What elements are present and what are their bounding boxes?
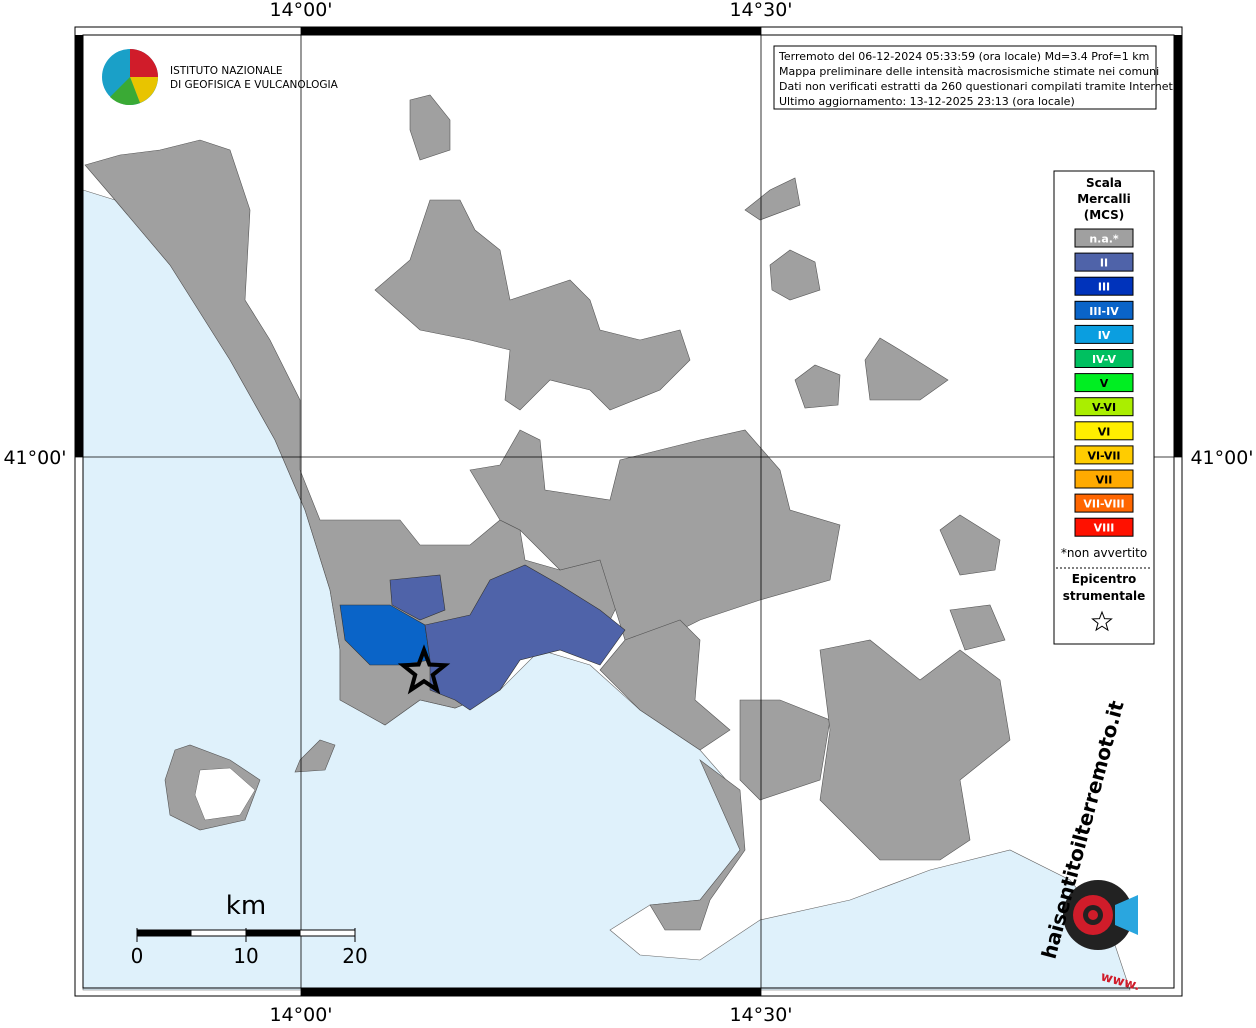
scale-bar-segment <box>246 930 301 936</box>
legend-label: VII-VIII <box>1083 498 1124 511</box>
intensity-area-ii <box>424 564 626 711</box>
legend-label: III-IV <box>1089 305 1119 318</box>
legend-swatch <box>1074 421 1134 441</box>
legend-star <box>1091 610 1113 632</box>
logo: ISTITUTO NAZIONALE DI GEOFISICA E VULCAN… <box>102 49 339 106</box>
intensity-area-ii <box>389 574 446 621</box>
legend-label: II <box>1100 257 1108 270</box>
legend-label: IV <box>1098 329 1111 342</box>
legend-title: (MCS) <box>1084 208 1125 222</box>
scale-tick-label: 10 <box>233 944 258 968</box>
logo-text: ISTITUTO NAZIONALE <box>170 65 283 77</box>
legend-label: VIII <box>1094 522 1115 535</box>
legend-epicenter: Epicentro <box>1072 572 1137 586</box>
legend-label: IV-V <box>1092 353 1117 366</box>
legend-label: VII <box>1096 474 1113 487</box>
legend-swatch <box>1074 445 1134 465</box>
intensity-area-iii-iv <box>339 604 431 666</box>
legend-label: V <box>1100 377 1109 390</box>
scale-tick-label: 20 <box>342 944 367 968</box>
epicenter-star <box>397 644 451 695</box>
lon-label: 14°30' <box>729 0 792 21</box>
lat-label: 41°00' <box>1190 447 1253 469</box>
info-box <box>773 45 1157 110</box>
legend-swatch <box>1074 276 1134 296</box>
legend-label: n.a.* <box>1089 233 1119 246</box>
legend-swatch <box>1074 300 1134 320</box>
legend-label: V-VI <box>1092 401 1116 414</box>
legend-label: VI-VII <box>1087 449 1120 462</box>
legend-swatch <box>1074 324 1134 344</box>
frame <box>74 26 1183 997</box>
scale-bar-segment <box>137 930 192 936</box>
legend-title: Scala <box>1086 176 1122 190</box>
lon-label: 14°00' <box>269 0 332 21</box>
scale-unit: km <box>226 891 266 921</box>
lon-label: 14°00' <box>269 1004 332 1024</box>
legend-swatch <box>1074 397 1134 417</box>
graticule <box>75 27 1182 996</box>
lat-label: 41°00' <box>3 447 66 469</box>
lon-label: 14°30' <box>729 1004 792 1024</box>
legend-epicenter: strumentale <box>1063 589 1146 603</box>
legend-label: VI <box>1098 425 1111 438</box>
legend-note: *non avvertito <box>1061 546 1147 560</box>
scale-tick-label: 0 <box>131 944 144 968</box>
legend-swatch <box>1074 252 1134 272</box>
info-line: Mappa preliminare delle intensità macros… <box>779 65 1159 78</box>
legend-label: III <box>1098 281 1110 294</box>
info-line: Dati non verificati estratti da 260 ques… <box>779 80 1176 93</box>
legend-swatch <box>1074 517 1134 537</box>
legend-swatch <box>1074 469 1134 489</box>
legend-swatch <box>1074 349 1134 368</box>
legend-swatch <box>1074 228 1134 248</box>
logo-text: DI GEOFISICA E VULCANOLOGIA <box>170 79 339 91</box>
info-line: Terremoto del 06-12-2024 05:33:59 (ora l… <box>778 50 1149 63</box>
legend-swatch <box>1074 493 1134 513</box>
legend-title: Mercalli <box>1077 192 1131 206</box>
municipalities <box>84 94 1011 931</box>
legend-swatch <box>1074 373 1134 393</box>
scale-bar: 0 10 20 <box>131 928 368 968</box>
info-line: Ultimo aggiornamento: 13-12-2025 23:13 (… <box>779 95 1075 108</box>
